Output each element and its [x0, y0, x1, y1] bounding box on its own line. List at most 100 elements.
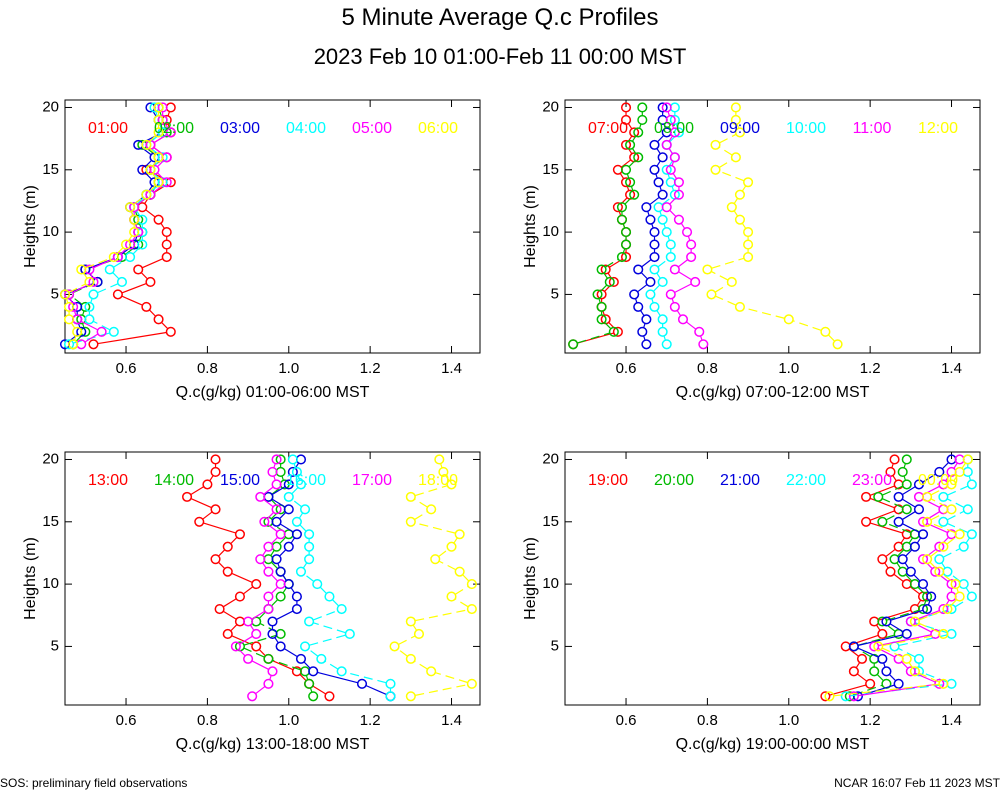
legend-entry: 16:00: [286, 472, 326, 489]
data-point: [153, 102, 164, 113]
data-point: [893, 541, 904, 552]
series-line: [289, 476, 293, 481]
x-axis-label: Q.c(g/kg) 01:00-06:00 MST: [176, 384, 370, 401]
data-point: [657, 314, 668, 325]
data-point: [283, 579, 294, 590]
series-line: [858, 634, 903, 646]
series-line: [258, 649, 266, 657]
data-point: [620, 251, 632, 263]
data-point: [673, 177, 684, 188]
series-line: [882, 647, 903, 658]
x-tick-label: 1.0: [778, 360, 799, 377]
series-line: [947, 510, 965, 521]
data-point: [873, 641, 884, 652]
data-point: [385, 678, 396, 689]
series-line: [319, 586, 327, 594]
series-line: [902, 523, 920, 533]
series-line: [930, 485, 948, 496]
legend-entry: 03:00: [220, 120, 260, 137]
series-line: [942, 462, 949, 470]
data-point: [710, 164, 721, 175]
series-line: [649, 196, 660, 205]
data-point: [291, 591, 302, 602]
data-point: [84, 301, 95, 312]
data-point: [954, 466, 965, 477]
data-point: [909, 666, 920, 677]
series-line: [304, 573, 315, 582]
data-point: [454, 566, 465, 577]
data-point: [616, 202, 628, 213]
data-point: [966, 591, 977, 602]
data-point: [324, 691, 335, 702]
series-line: [279, 537, 287, 544]
series-line: [857, 673, 867, 682]
y-tick-label: 5: [551, 285, 559, 302]
legend-entry: 20:00: [654, 472, 694, 489]
data-point: [637, 102, 648, 113]
data-point: [901, 653, 912, 664]
data-point: [743, 177, 754, 188]
data-point: [295, 566, 307, 577]
data-point: [649, 239, 660, 250]
series-line: [927, 600, 931, 605]
series-line: [598, 298, 601, 303]
data-point: [909, 616, 920, 627]
series-line: [715, 295, 737, 306]
data-point: [612, 326, 623, 337]
series-line: [931, 522, 956, 534]
series-line: [603, 272, 608, 279]
footer-timestamp: NCAR 16:07 Feb 11 2023 MST: [834, 776, 1000, 790]
series-line: [145, 160, 152, 167]
data-point: [385, 691, 396, 702]
data-point: [608, 276, 619, 288]
data-point: [108, 251, 119, 263]
series-0900: [629, 102, 672, 350]
data-point: [954, 591, 965, 602]
series-line: [870, 485, 895, 496]
profile-panel-3: 0.6 0.8 1.0 1.2 1.4 5 10 15 20 Q.c(g/kg) 13:00-18…: [22, 450, 481, 753]
data-point: [881, 616, 892, 627]
data-point: [897, 566, 908, 577]
data-point: [620, 139, 632, 150]
data-point: [72, 326, 83, 337]
series-0800: [568, 102, 648, 350]
x-tick-label: 1.0: [278, 360, 299, 377]
y-axis-label: Heights (m): [22, 537, 39, 620]
series-line: [656, 310, 661, 316]
series-line: [415, 609, 468, 622]
data-point: [917, 529, 929, 540]
series-line: [159, 124, 162, 129]
data-point: [893, 678, 904, 689]
data-point: [413, 628, 425, 640]
series-line: [291, 499, 302, 508]
data-point: [669, 127, 680, 138]
data-point: [934, 566, 945, 577]
series-line: [656, 148, 661, 154]
data-point: [165, 102, 176, 113]
series-line: [140, 272, 148, 280]
data-point: [905, 666, 916, 677]
series-line: [73, 335, 77, 341]
legend-entry: 23:00: [852, 472, 892, 489]
legend-entry: 00:00: [918, 472, 958, 489]
data-point: [336, 603, 347, 615]
legend-entry: 02:00: [154, 120, 194, 137]
series-1800: [389, 454, 477, 702]
data-point: [665, 251, 676, 263]
legend-entry: 13:00: [88, 472, 128, 489]
series-line: [930, 548, 941, 557]
series-1500: [263, 454, 396, 702]
data-point: [291, 529, 302, 540]
series-line: [855, 662, 861, 668]
data-point: [88, 276, 99, 288]
footer-source-note: SOS: preliminary field observations: [0, 776, 188, 790]
series-line: [914, 609, 948, 621]
data-point: [653, 202, 664, 213]
series-line: [93, 320, 111, 331]
data-point: [669, 114, 680, 125]
series-line: [897, 549, 905, 557]
data-point: [877, 653, 888, 664]
series-0200: [64, 102, 172, 350]
series-line: [671, 298, 675, 303]
